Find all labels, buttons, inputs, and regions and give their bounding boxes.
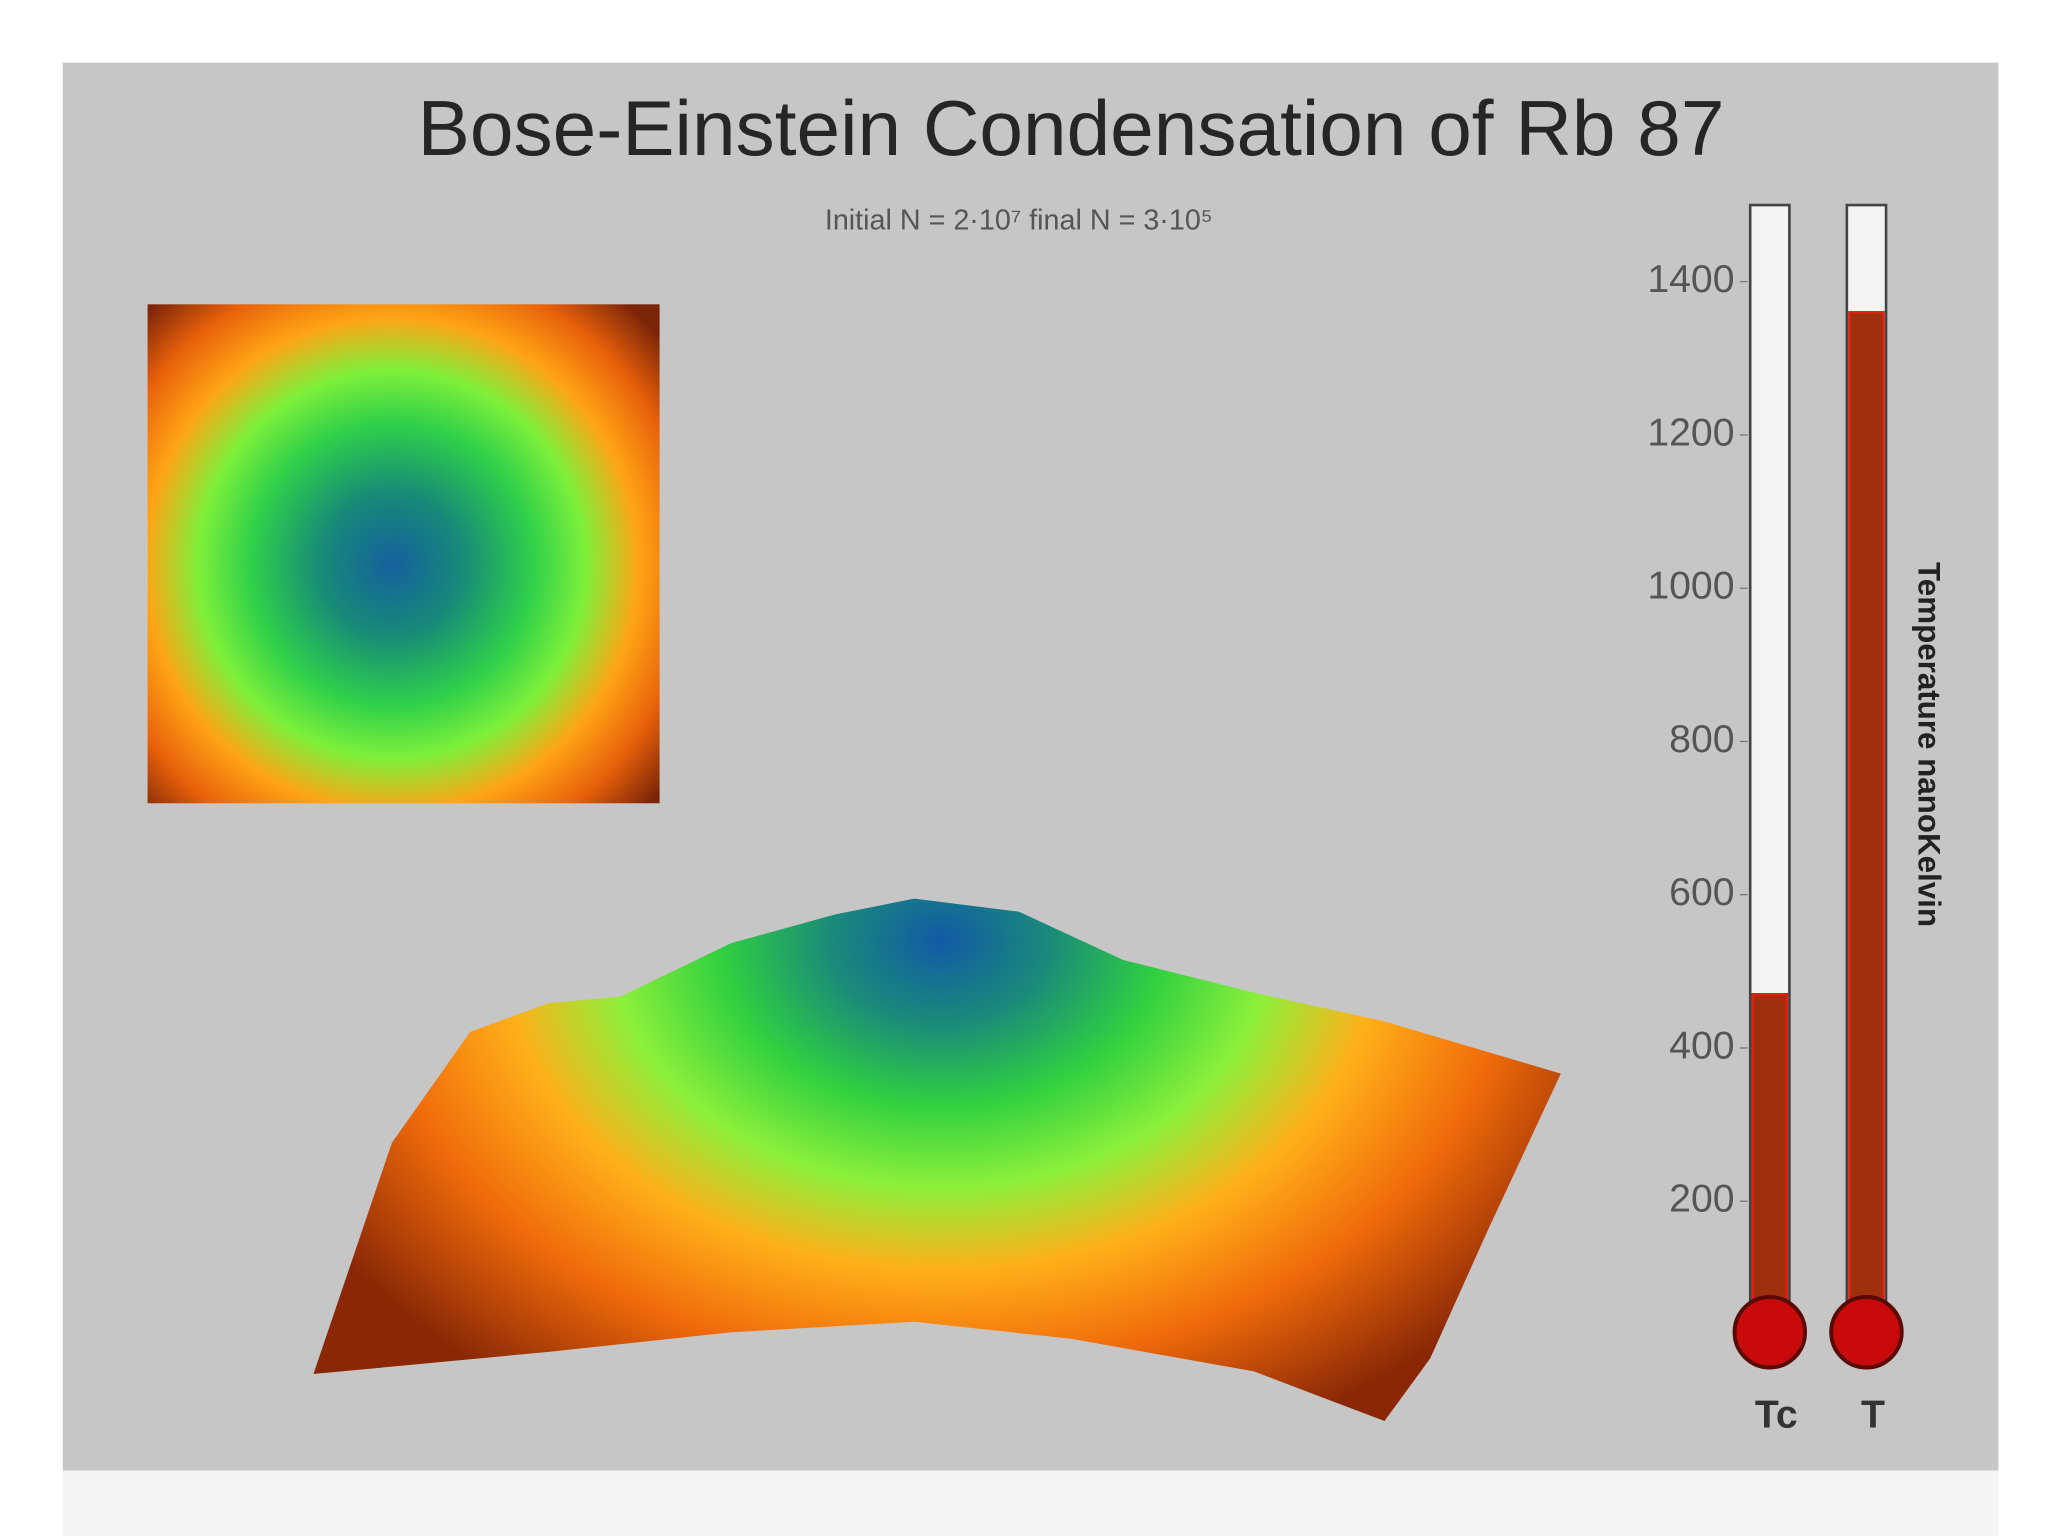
x-tick-label: Tc [1755, 1393, 1798, 1436]
x-tick-label: T [1861, 1393, 1885, 1436]
top-view-image [147, 304, 660, 804]
y-tick-label: 400 [1669, 1024, 1734, 1067]
y-tick-label: 1400 [1647, 258, 1734, 301]
footer-strip [62, 1470, 1999, 1536]
thermometer-bulb [1732, 1295, 1808, 1370]
y-tick-label: 600 [1669, 871, 1734, 914]
bar [1848, 311, 1885, 1356]
thermometer-bulb [1829, 1295, 1904, 1370]
y-tick-label: 1000 [1647, 565, 1734, 608]
y-tick-label: 800 [1669, 718, 1734, 761]
y-axis-label: Temperature nanoKelvin [1911, 562, 1946, 927]
y-tick-label: 200 [1669, 1178, 1734, 1221]
surface-plot [313, 898, 1561, 1422]
y-tick-label: 1200 [1647, 411, 1734, 454]
chart-title: Bose-Einstein Condensation of Rb 87 [418, 84, 1725, 172]
chart-subtitle: Initial N = 2·10⁷ final N = 3·10⁵ [825, 205, 1213, 237]
